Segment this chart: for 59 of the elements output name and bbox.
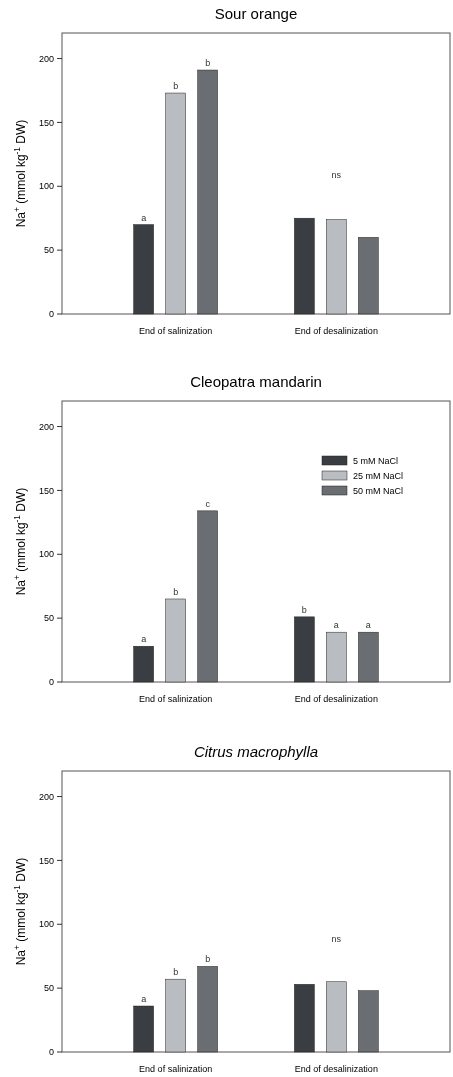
y-tick-label: 50: [43, 613, 54, 624]
y-tick-label: 100: [38, 919, 54, 930]
bar: [358, 990, 379, 1053]
y-tick-label: 0: [48, 309, 54, 320]
bar: [133, 1005, 154, 1053]
x-tick-label: End of salinization: [139, 1064, 213, 1074]
data-label: b: [173, 81, 179, 92]
y-tick-label: 150: [38, 855, 54, 866]
bar: [133, 645, 154, 683]
bar: [294, 616, 315, 683]
data-label: b: [173, 967, 179, 978]
data-label: a: [141, 994, 147, 1005]
bar: [358, 237, 379, 315]
y-tick-label: 150: [38, 117, 54, 128]
bar: [165, 978, 186, 1053]
bar: [358, 631, 379, 683]
data-label: b: [301, 604, 307, 615]
data-label: b: [173, 586, 179, 597]
y-tick-label: 50: [43, 983, 54, 994]
data-label: b: [205, 954, 211, 965]
chart-title: Citrus macrophylla: [193, 743, 319, 760]
y-tick-label: 200: [38, 421, 54, 432]
data-label: a: [333, 620, 339, 631]
y-tick-label: 150: [38, 485, 54, 496]
bar: [197, 966, 218, 1053]
data-label: a: [141, 634, 147, 645]
data-label: a: [141, 212, 147, 223]
x-tick-label: End of desalinization: [294, 326, 378, 336]
bar: [165, 598, 186, 683]
data-label: b: [205, 58, 211, 69]
x-tick-label: End of desalinization: [294, 1064, 378, 1074]
bar: [197, 69, 218, 315]
y-tick-label: 0: [48, 677, 54, 688]
data-label: a: [365, 620, 371, 631]
bar: [326, 631, 347, 683]
bar: [133, 224, 154, 315]
chart-title: Cleopatra mandarin: [190, 373, 322, 390]
x-tick-label: End of salinization: [139, 326, 213, 336]
bar: [326, 219, 347, 315]
legend-label: 5 mM NaCl: [353, 456, 399, 467]
bar: [294, 217, 315, 315]
y-tick-label: 0: [48, 1047, 54, 1058]
legend-label: 25 mM NaCl: [353, 471, 404, 482]
chart-title: Sour orange: [214, 5, 298, 22]
legend-label: 50 mM NaCl: [353, 486, 404, 497]
y-tick-label: 200: [38, 791, 54, 802]
x-tick-label: End of desalinization: [294, 694, 378, 704]
annotation: ns: [331, 170, 342, 181]
bar: [165, 92, 186, 315]
bar: [197, 510, 218, 683]
y-tick-label: 50: [43, 245, 54, 256]
y-tick-label: 100: [38, 549, 54, 560]
x-tick-label: End of salinization: [139, 694, 213, 704]
data-label: c: [205, 498, 211, 509]
annotation: ns: [331, 933, 342, 944]
y-tick-label: 200: [38, 53, 54, 64]
y-tick-label: 100: [38, 181, 54, 192]
bar: [326, 981, 347, 1053]
bar: [294, 984, 315, 1053]
